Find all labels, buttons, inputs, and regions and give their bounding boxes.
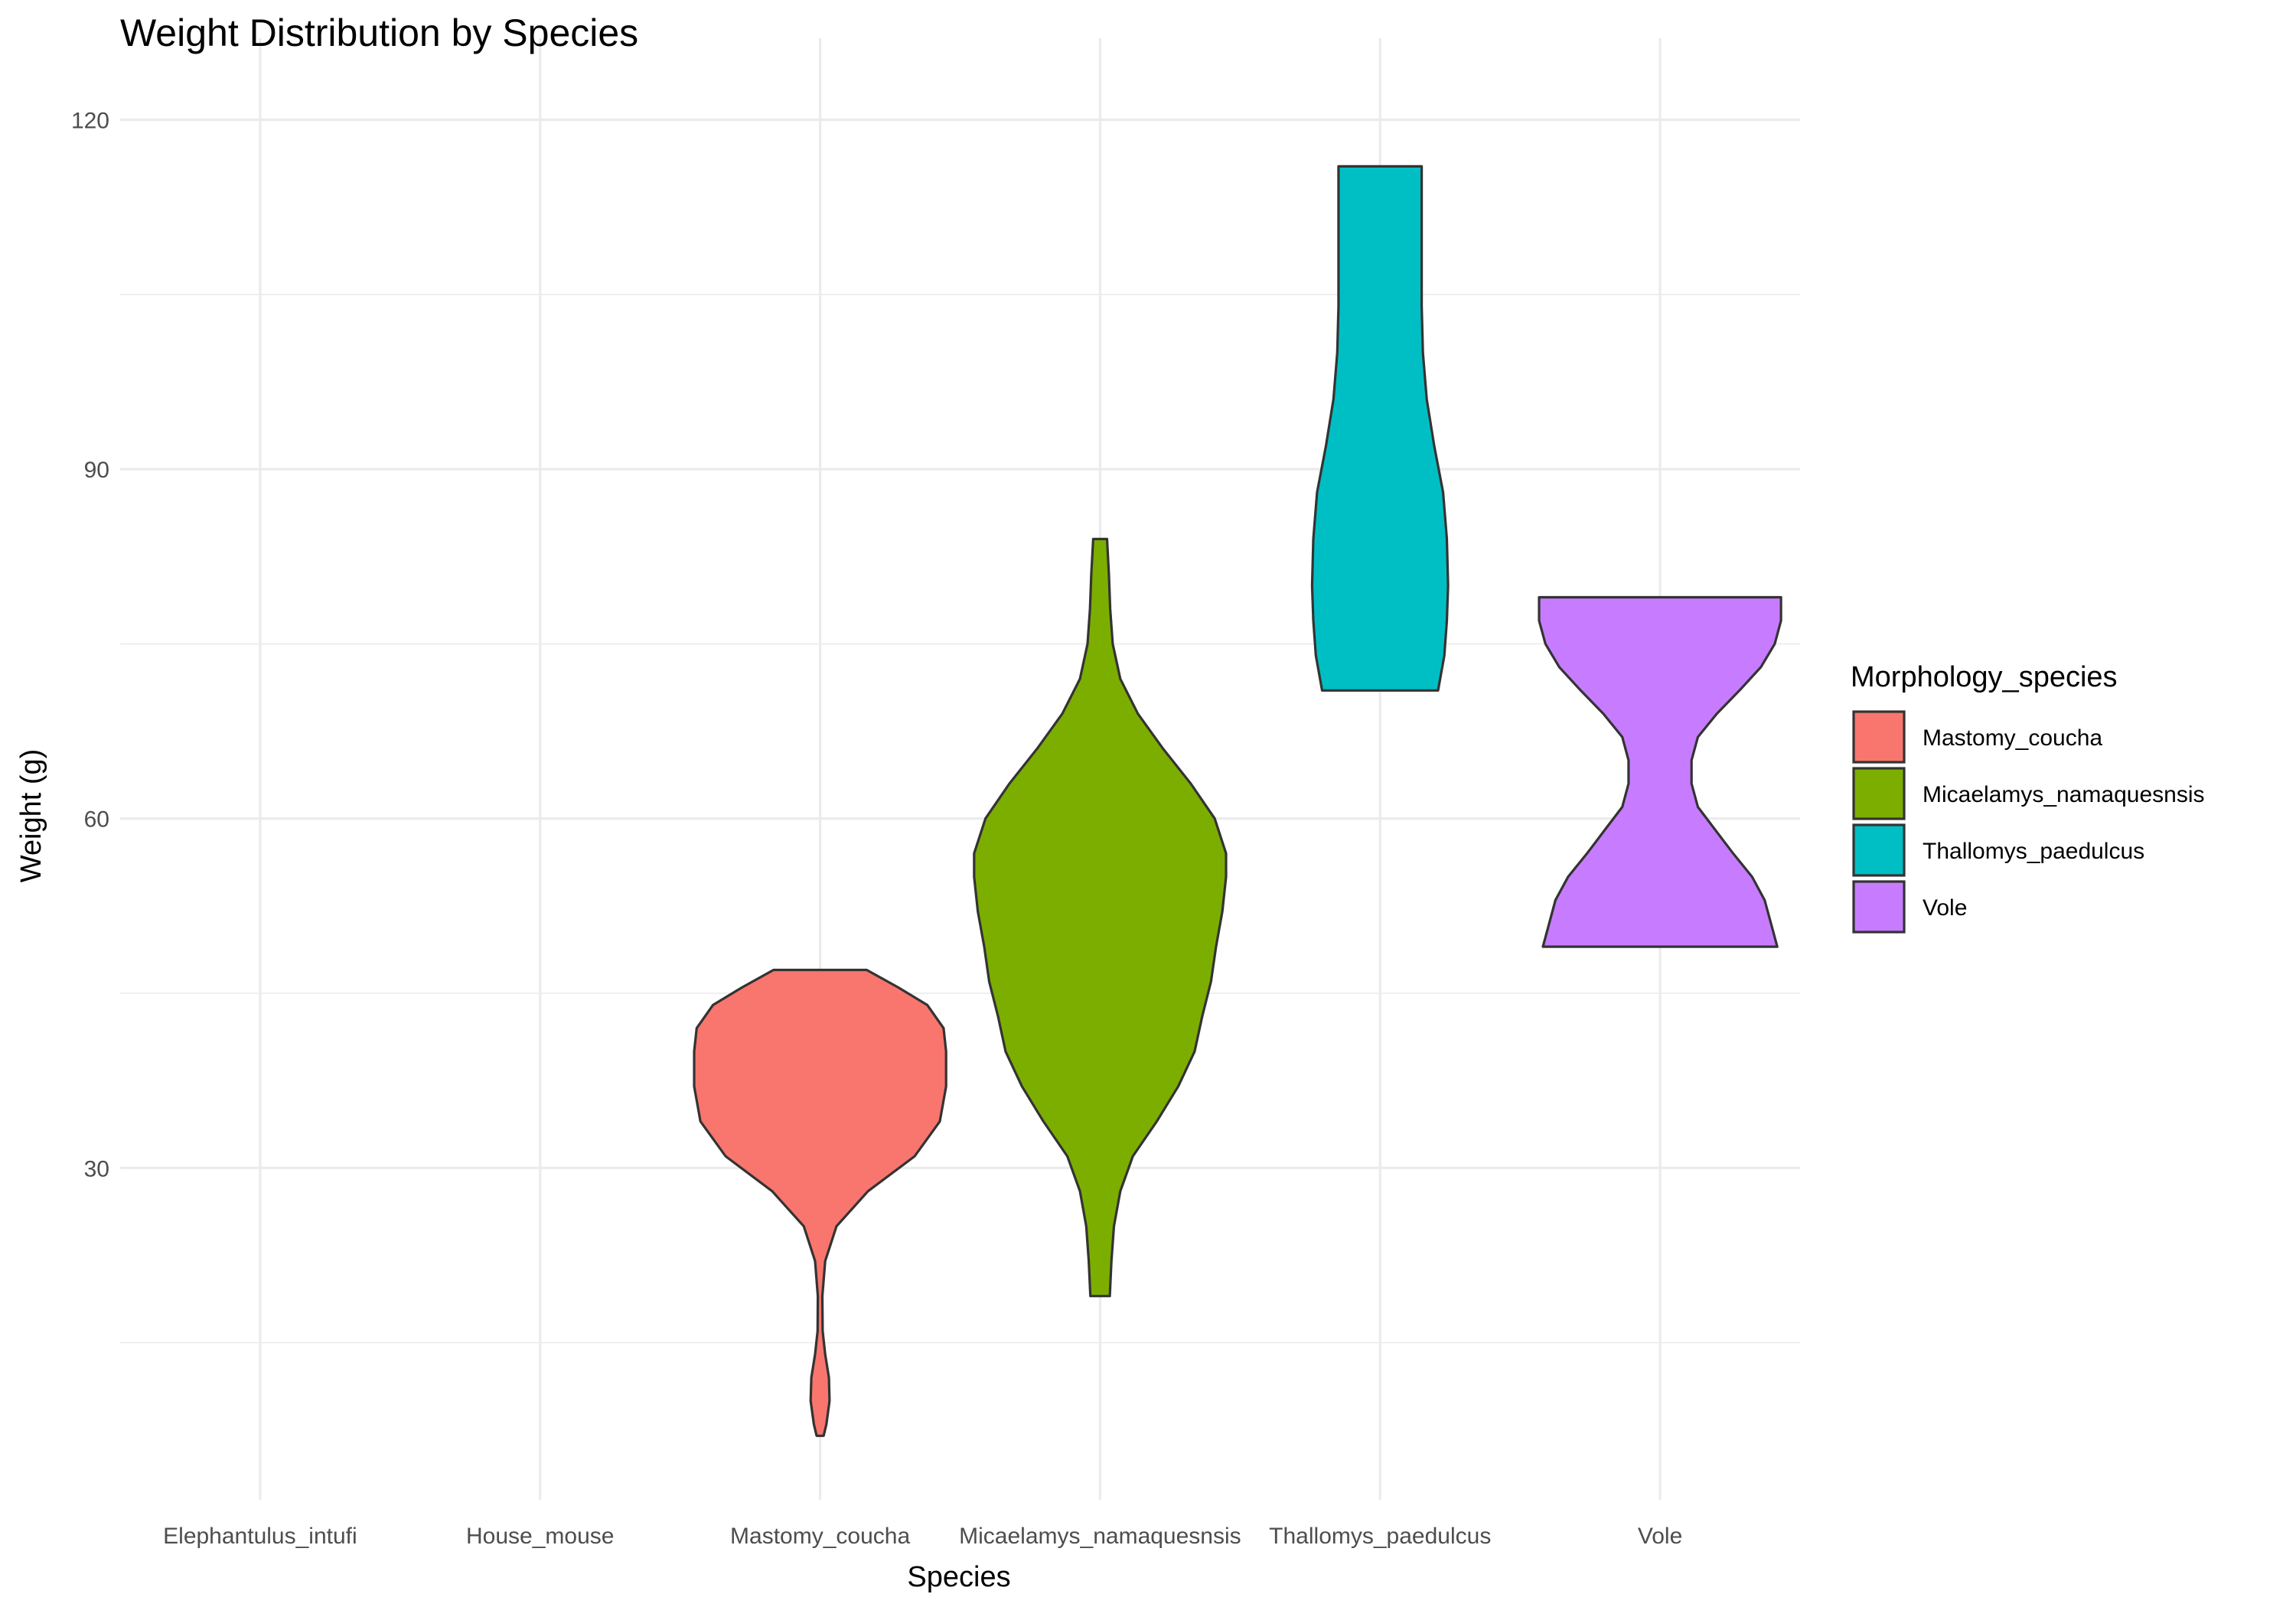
y-tick-label: 60 bbox=[84, 807, 109, 833]
y-tick-labels: 30 60 90 120 bbox=[71, 109, 109, 1182]
x-tick-labels: Elephantulus_intufi House_mouse Mastomy_co… bbox=[163, 1524, 1682, 1549]
legend-label: Thallomys_paedulcus bbox=[1923, 839, 2144, 864]
legend-label: Micaelamys_namaquesnsis bbox=[1923, 782, 2205, 807]
y-tick-label: 90 bbox=[84, 458, 109, 483]
legend-entry: Thallomys_paedulcus bbox=[1852, 823, 2144, 877]
legend-key bbox=[1852, 710, 1906, 764]
legend: Morphology_species Mastomy_coucha Micaela… bbox=[1851, 661, 2205, 934]
x-axis-title: Species bbox=[907, 1561, 1010, 1593]
violin-layer bbox=[693, 165, 1782, 1437]
grid-layer bbox=[120, 38, 1800, 1500]
legend-entries: Mastomy_coucha Micaelamys_namaquesnsis Tha… bbox=[1852, 710, 2205, 934]
x-tick-label: Vole bbox=[1638, 1524, 1682, 1549]
violin-thallomys-paedulcus bbox=[1310, 165, 1450, 692]
x-tick-label: Micaelamys_namaquesnsis bbox=[959, 1524, 1241, 1549]
x-tick-label: Elephantulus_intufi bbox=[163, 1524, 357, 1549]
legend-key bbox=[1852, 823, 1906, 877]
x-tick-label: House_mouse bbox=[466, 1524, 614, 1549]
x-tick-label: Thallomys_paedulcus bbox=[1269, 1524, 1491, 1549]
legend-label: Mastomy_coucha bbox=[1923, 725, 2102, 751]
legend-entry: Vole bbox=[1852, 880, 1967, 934]
chart-title: Weight Distribution by Species bbox=[120, 11, 638, 54]
y-tick-label: 120 bbox=[71, 109, 109, 134]
legend-label: Vole bbox=[1923, 895, 1967, 921]
violin-mastomy-coucha bbox=[693, 968, 947, 1437]
violin-micaelamys-namaquesnsis bbox=[973, 537, 1228, 1298]
y-tick-label: 30 bbox=[84, 1156, 109, 1182]
legend-key bbox=[1852, 767, 1906, 820]
x-tick-label: Mastomy_coucha bbox=[730, 1524, 910, 1549]
y-axis-title: Weight (g) bbox=[15, 749, 47, 883]
legend-title: Morphology_species bbox=[1851, 661, 2118, 693]
legend-entry: Mastomy_coucha bbox=[1852, 710, 2102, 764]
legend-entry: Micaelamys_namaquesnsis bbox=[1852, 767, 2205, 820]
violin-vole bbox=[1538, 595, 1782, 948]
legend-key bbox=[1852, 880, 1906, 934]
